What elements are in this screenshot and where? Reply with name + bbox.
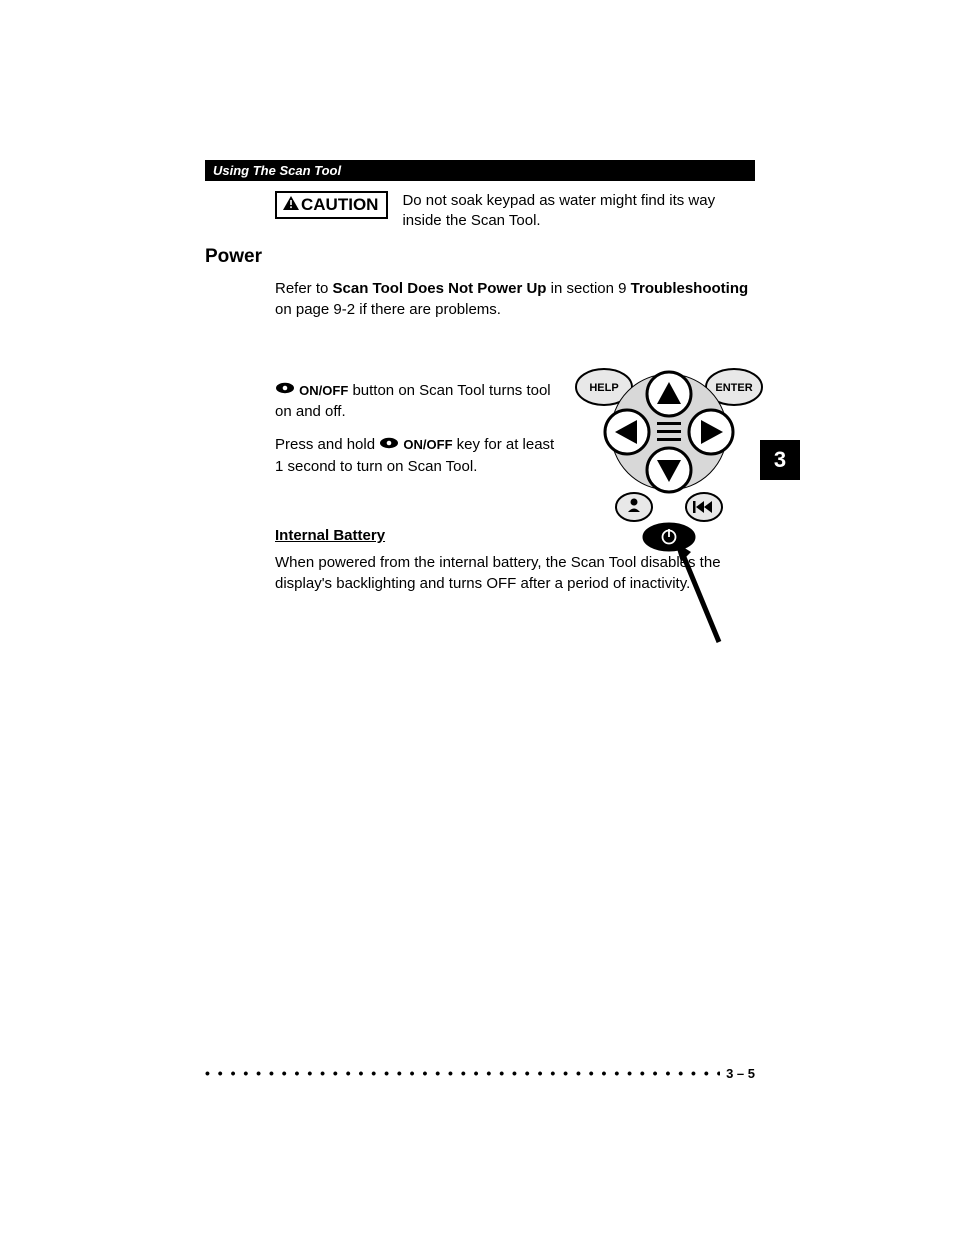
- onoff-label-2: ON/OFF: [403, 437, 452, 452]
- power-refer-paragraph: Refer to Scan Tool Does Not Power Up in …: [275, 278, 755, 320]
- refer-mid: in section 9: [546, 280, 630, 297]
- power-icon: [275, 379, 295, 400]
- svg-text:HELP: HELP: [589, 382, 618, 394]
- section-tab: 3: [760, 440, 800, 480]
- warning-icon: [283, 195, 299, 215]
- page-header-title: Using The Scan Tool: [213, 163, 341, 178]
- page-footer: • • • • • • • • • • • • • • • • • • • • …: [205, 1065, 755, 1081]
- onoff-line2: Press and hold ON/OFF key for at least 1…: [275, 434, 555, 477]
- refer-bold2: Troubleshooting: [631, 280, 749, 297]
- right-arrow-button: [689, 410, 733, 454]
- down-arrow-button: [647, 448, 691, 492]
- page-number: 3 – 5: [726, 1066, 755, 1081]
- power-button: [643, 523, 695, 551]
- power-heading: Power: [205, 246, 755, 268]
- caution-row: CAUTION Do not soak keypad as water migh…: [205, 191, 755, 232]
- onoff-line1: ON/OFF button on Scan Tool turns tool on…: [275, 380, 555, 423]
- refer-prefix: Refer to: [275, 280, 333, 297]
- caution-box: CAUTION: [275, 191, 388, 219]
- up-arrow-button: [647, 372, 691, 416]
- caution-label: CAUTION: [301, 195, 378, 215]
- onoff-line2-prefix: Press and hold: [275, 436, 379, 453]
- refer-bold1: Scan Tool Does Not Power Up: [333, 280, 547, 297]
- refer-suffix: on page 9-2 if there are problems.: [275, 301, 501, 318]
- user-button: [616, 493, 652, 521]
- footer-dots: • • • • • • • • • • • • • • • • • • • • …: [205, 1065, 720, 1081]
- power-icon: [379, 434, 399, 455]
- svg-text:ENTER: ENTER: [715, 382, 752, 394]
- page-header-bar: Using The Scan Tool: [205, 160, 755, 181]
- caution-text: Do not soak keypad as water might find i…: [402, 191, 752, 232]
- section-number: 3: [774, 447, 786, 473]
- pointer-arrow-icon: [675, 542, 719, 642]
- onoff-label-1: ON/OFF: [299, 383, 348, 398]
- left-arrow-button: [605, 410, 649, 454]
- keypad-diagram: HELP ENTER: [569, 352, 769, 592]
- rewind-button: [686, 493, 722, 521]
